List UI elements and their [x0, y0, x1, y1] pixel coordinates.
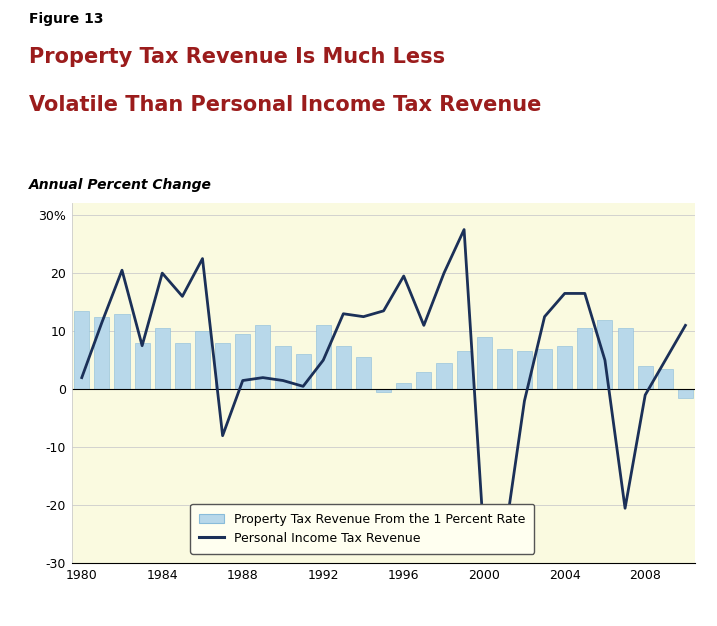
Bar [557, 346, 572, 389]
Bar [657, 369, 673, 389]
Bar [356, 357, 371, 389]
Text: Volatile Than Personal Income Tax Revenue: Volatile Than Personal Income Tax Revenu… [29, 95, 541, 115]
Bar [597, 319, 612, 389]
Bar [376, 389, 391, 392]
Bar [315, 326, 331, 389]
Bar [115, 314, 130, 389]
Bar [215, 343, 230, 389]
Bar [135, 343, 150, 389]
Bar [155, 328, 170, 389]
Text: Property Tax Revenue Is Much Less: Property Tax Revenue Is Much Less [29, 48, 445, 68]
Bar [637, 366, 652, 389]
Text: Figure 13: Figure 13 [29, 12, 103, 26]
Bar [397, 383, 412, 389]
Bar [275, 346, 290, 389]
Bar [295, 354, 310, 389]
Bar [537, 349, 552, 389]
Bar [255, 326, 270, 389]
Bar [336, 346, 351, 389]
Bar [517, 351, 532, 389]
Bar [617, 328, 632, 389]
Bar [577, 328, 592, 389]
Bar [235, 334, 250, 389]
Bar [95, 317, 110, 389]
Bar [457, 351, 472, 389]
Text: Annual Percent Change: Annual Percent Change [29, 178, 212, 192]
Bar [75, 311, 90, 389]
Bar [195, 331, 210, 389]
Legend: Property Tax Revenue From the 1 Percent Rate, Personal Income Tax Revenue: Property Tax Revenue From the 1 Percent … [190, 504, 534, 553]
Bar [437, 363, 452, 389]
Bar [497, 349, 512, 389]
Bar [175, 343, 190, 389]
Bar [477, 337, 492, 389]
Bar [417, 372, 432, 389]
Bar [678, 389, 693, 398]
